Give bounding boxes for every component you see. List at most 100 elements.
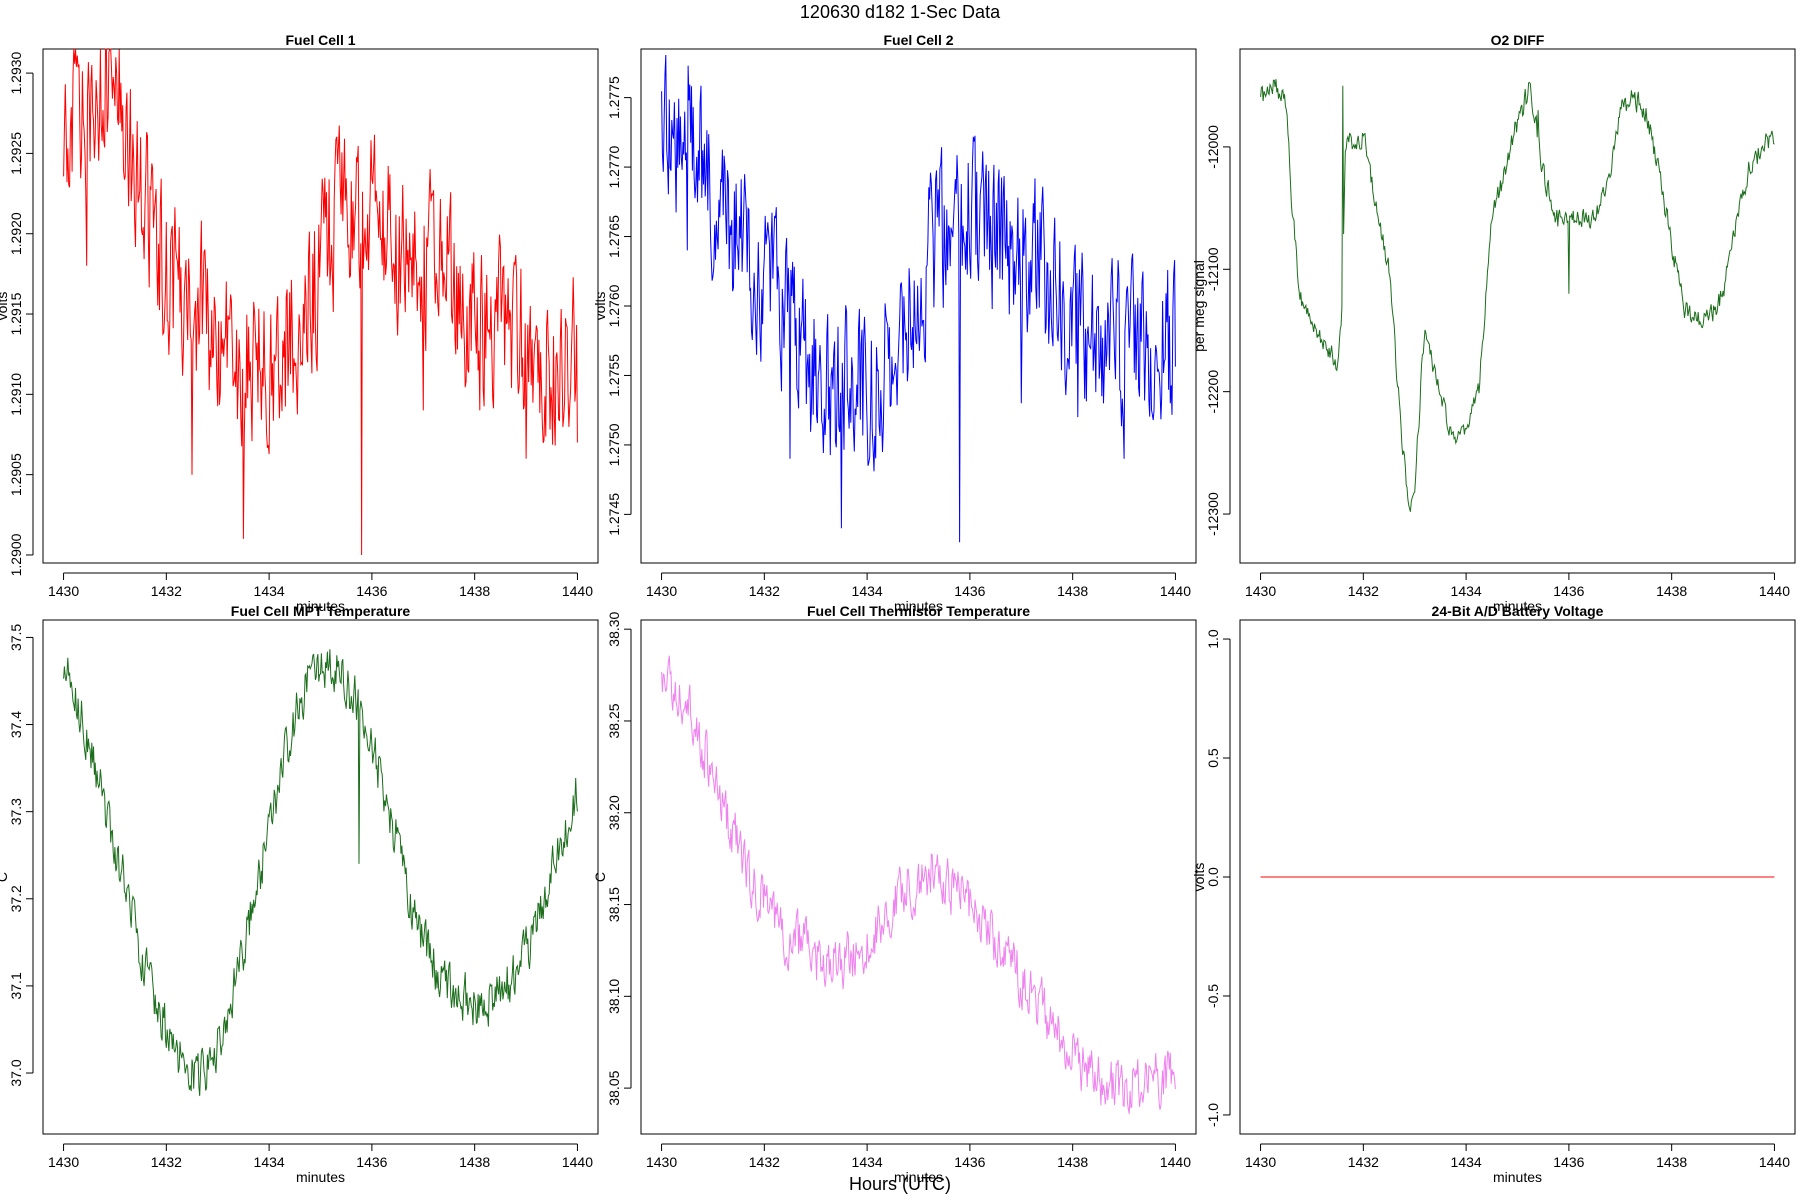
y-tick-label: 37.3: [8, 798, 24, 825]
y-tick-label: 1.2765: [606, 215, 622, 258]
x-axis-label: minutes: [1493, 1169, 1542, 1185]
x-tick-label: 1432: [151, 1154, 182, 1170]
x-tick-label: 1436: [1553, 583, 1584, 599]
y-tick-label: 0.5: [1205, 748, 1221, 768]
x-axis-label: minutes: [296, 598, 345, 614]
panels-group: Fuel Cell 1 1430 1432 1434 1436 1438 1440 minut…: [0, 32, 1796, 1185]
y-tick-label: 37.5: [8, 624, 24, 651]
chart-panel: Fuel Cell Thermistor Temperature 1430 1432…: [592, 603, 1197, 1185]
x-tick-label: 1430: [646, 583, 677, 599]
x-tick-label: 1438: [1057, 583, 1088, 599]
x-tick-label: 1438: [459, 583, 490, 599]
plot-frame: [640, 619, 1197, 1135]
y-tick-label: 1.2760: [606, 284, 622, 327]
y-tick-label: 1.2755: [606, 354, 622, 397]
y-tick-label: 1.2775: [606, 76, 622, 119]
y-tick-label: -1.0: [1205, 1103, 1221, 1127]
y-tick-label: 37.0: [8, 1059, 24, 1086]
x-tick-label: 1432: [749, 1154, 780, 1170]
plot-frame: [640, 48, 1197, 564]
x-tick-label: 1440: [1759, 583, 1790, 599]
x-tick-label: 1436: [356, 1154, 387, 1170]
panel-title: Fuel Cell 1: [285, 32, 355, 48]
x-tick-label: 1440: [1160, 583, 1191, 599]
y-tick-label: 38.15: [606, 887, 622, 922]
x-tick-label: 1434: [1451, 1154, 1482, 1170]
chart-panel: 24-Bit A/D Battery Voltage 1430 1432 1434 14…: [1191, 603, 1796, 1185]
plot-frame: [1239, 619, 1796, 1135]
y-tick-label: -12000: [1205, 125, 1221, 169]
y-axis-label: per meg signal: [1191, 260, 1207, 352]
x-axis-label: minutes: [894, 1169, 943, 1185]
series-line: [661, 655, 1176, 1114]
x-tick-label: 1436: [954, 583, 985, 599]
chart-panel: O2 DIFF 1430 1432 1434 1436 1438 1440 minutes -1…: [1191, 32, 1796, 614]
panel-title: Fuel Cell 2: [883, 32, 953, 48]
y-axis-label: C: [592, 872, 608, 882]
y-tick-label: 1.2745: [606, 493, 622, 536]
chart-panel: Fuel Cell 1 1430 1432 1434 1436 1438 1440 minut…: [0, 32, 599, 614]
y-tick-label: 38.20: [606, 795, 622, 830]
panel-title: 24-Bit A/D Battery Voltage: [1432, 603, 1604, 619]
y-tick-label: 38.10: [606, 979, 622, 1014]
series-line: [63, 48, 578, 556]
y-tick-label: -0.5: [1205, 984, 1221, 1008]
x-tick-label: 1436: [1553, 1154, 1584, 1170]
y-tick-label: 38.05: [606, 1070, 622, 1105]
y-tick-label: -12200: [1205, 370, 1221, 414]
y-tick-label: 1.2770: [606, 145, 622, 188]
x-tick-label: 1432: [1348, 583, 1379, 599]
panel-title: Fuel Cell Thermistor Temperature: [807, 603, 1030, 619]
y-tick-label: 1.2915: [8, 292, 24, 335]
x-tick-label: 1440: [562, 583, 593, 599]
series-line: [661, 54, 1176, 543]
y-tick-label: -12100: [1205, 247, 1221, 291]
y-axis-label: volts: [0, 292, 10, 321]
x-tick-label: 1434: [254, 583, 285, 599]
x-tick-label: 1434: [254, 1154, 285, 1170]
x-tick-label: 1430: [48, 583, 79, 599]
y-tick-label: 1.2930: [8, 51, 24, 94]
figure-xlabel: Hours (UTC): [849, 1174, 951, 1194]
x-tick-label: 1430: [1245, 583, 1276, 599]
figure-title: 120630 d182 1-Sec Data: [800, 2, 1001, 22]
y-tick-label: 1.2910: [8, 373, 24, 416]
y-tick-label: 1.0: [1205, 629, 1221, 649]
y-tick-label: 37.1: [8, 972, 24, 999]
x-tick-label: 1432: [749, 583, 780, 599]
x-tick-label: 1438: [459, 1154, 490, 1170]
y-tick-label: -12300: [1205, 492, 1221, 536]
x-tick-label: 1436: [954, 1154, 985, 1170]
x-tick-label: 1434: [852, 1154, 883, 1170]
y-tick-label: 38.30: [606, 611, 622, 646]
y-tick-label: 37.2: [8, 885, 24, 912]
x-tick-label: 1440: [1160, 1154, 1191, 1170]
plot-frame: [1239, 48, 1796, 564]
x-tick-label: 1438: [1656, 1154, 1687, 1170]
x-axis-label: minutes: [296, 1169, 345, 1185]
plot-frame: [42, 619, 599, 1135]
plot-frame: [42, 48, 599, 564]
series-line: [63, 649, 578, 1096]
y-tick-label: 1.2905: [8, 453, 24, 496]
x-tick-label: 1430: [48, 1154, 79, 1170]
x-axis-label: minutes: [894, 598, 943, 614]
x-tick-label: 1434: [1451, 583, 1482, 599]
series-line: [1260, 79, 1775, 512]
x-tick-label: 1430: [1245, 1154, 1276, 1170]
y-tick-label: 1.2920: [8, 212, 24, 255]
y-tick-label: 1.2900: [8, 533, 24, 576]
x-tick-label: 1432: [1348, 1154, 1379, 1170]
panel-title: O2 DIFF: [1491, 32, 1545, 48]
x-tick-label: 1432: [151, 583, 182, 599]
x-tick-label: 1430: [646, 1154, 677, 1170]
chart-panel: Fuel Cell 2 1430 1432 1434 1436 1438 1440 minut…: [592, 32, 1197, 614]
panel-title: Fuel Cell MPT Temperature: [231, 603, 411, 619]
y-tick-label: 1.2750: [606, 423, 622, 466]
x-tick-label: 1436: [356, 583, 387, 599]
y-tick-label: 1.2925: [8, 132, 24, 175]
y-axis-label: volts: [1191, 863, 1207, 892]
x-tick-label: 1434: [852, 583, 883, 599]
x-tick-label: 1440: [1759, 1154, 1790, 1170]
